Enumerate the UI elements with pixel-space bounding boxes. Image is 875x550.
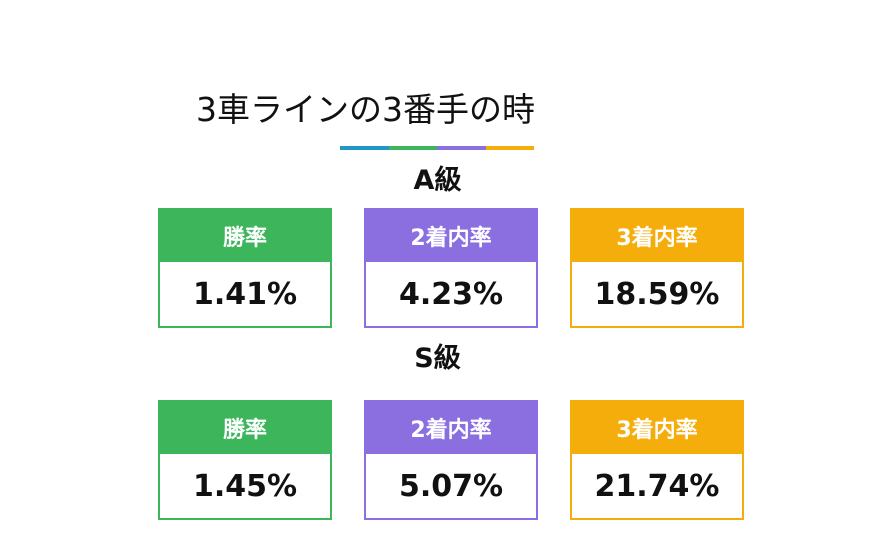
card-head: 2着内率 <box>366 402 536 454</box>
card-s-win-rate: 勝率 1.45% <box>158 400 332 520</box>
card-s-top2-rate: 2着内率 5.07% <box>364 400 538 520</box>
card-head: 3着内率 <box>572 210 742 262</box>
underline-segment-green <box>388 146 437 150</box>
card-head: 2着内率 <box>366 210 536 262</box>
card-value: 5.07% <box>398 468 504 504</box>
underline-segment-orange <box>485 146 534 150</box>
card-value: 4.23% <box>398 276 504 312</box>
section-label-s: S級 <box>414 343 461 374</box>
title-underline <box>340 146 534 150</box>
card-value: 21.74% <box>594 468 720 504</box>
section-label-a: A級 <box>413 165 462 196</box>
page-title: 3車ラインの3番手の時 <box>196 90 535 129</box>
card-a-win-rate: 勝率 1.41% <box>158 208 332 328</box>
card-value: 1.41% <box>192 276 298 312</box>
card-head: 勝率 <box>160 210 330 262</box>
card-a-top2-rate: 2着内率 4.23% <box>364 208 538 328</box>
card-head: 3着内率 <box>572 402 742 454</box>
card-a-top3-rate: 3着内率 18.59% <box>570 208 744 328</box>
card-value: 1.45% <box>192 468 298 504</box>
card-s-top3-rate: 3着内率 21.74% <box>570 400 744 520</box>
underline-segment-blue <box>340 146 389 150</box>
card-head: 勝率 <box>160 402 330 454</box>
underline-segment-purple <box>437 146 486 150</box>
card-value: 18.59% <box>594 276 720 312</box>
